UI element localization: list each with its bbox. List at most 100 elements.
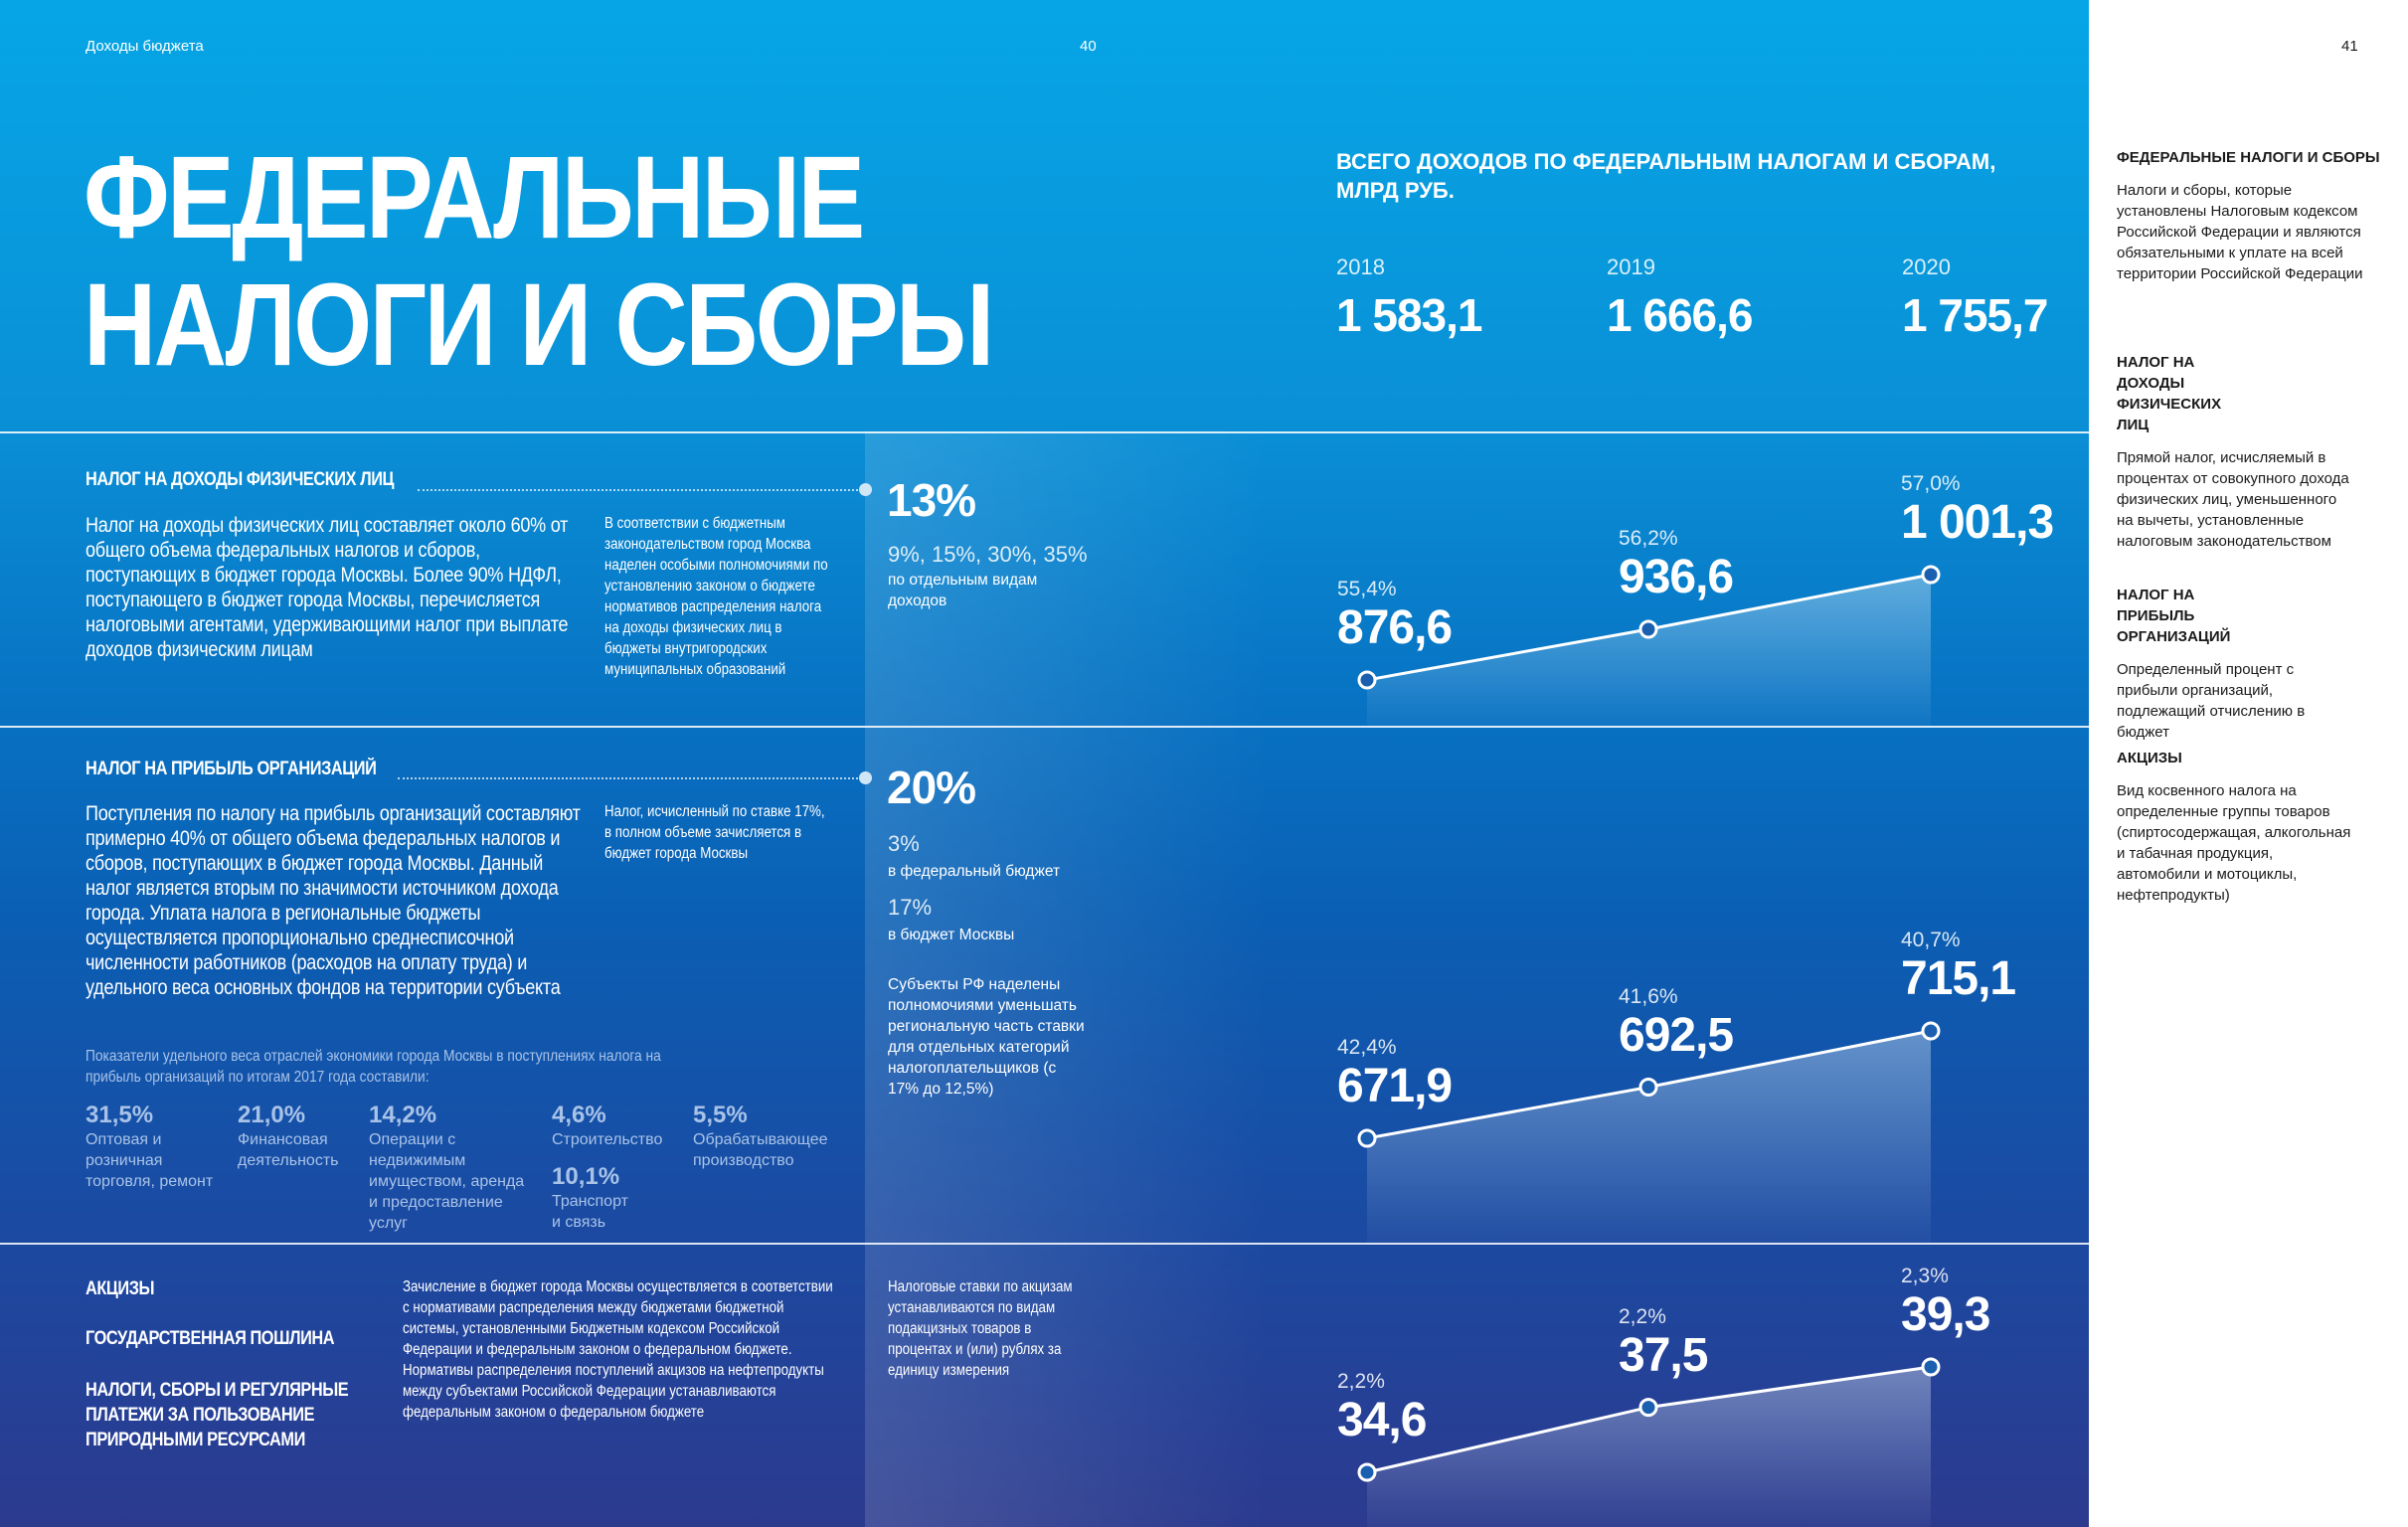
chart-area [1367,575,1931,726]
value-label: 1 001,3 [1901,496,2054,549]
year: 2018 [1336,254,1385,279]
stat-label: Транспорт и связь [552,1193,628,1231]
stat-item: 14,2% Операции с недвижимым имуществом, а… [369,1102,528,1234]
title-line-1: ФЕДЕРАЛЬНЫЕ [84,132,865,263]
profit-heading: НАЛОГ НА ПРИБЫЛЬ ОРГАНИЗАЦИЙ [86,759,377,779]
value-label: 34,6 [1337,1394,1427,1446]
total-2018: 2018 1 583,1 [1336,254,1482,342]
leader-dots [398,777,862,779]
section-header: Доходы бюджета [86,38,204,55]
chart-point [1357,670,1377,690]
share-label: 41,6% [1619,984,1678,1008]
divider [0,726,2089,728]
total-2019: 2019 1 666,6 [1607,254,1753,342]
chart-area [1367,1031,1931,1243]
value-label: 936,6 [1619,550,1734,603]
left-page: Доходы бюджета 40 ФЕДЕРАЛЬНЫЕ НАЛОГИ И С… [0,0,2089,1527]
profit-rate-note: Субъекты РФ наделены полномочиями уменьш… [888,976,1085,1098]
glossary-term: НАЛОГ НА ДОХОДЫ ФИЗИЧЕСКИХ ЛИЦ [2117,354,2222,433]
value-label: 692,5 [1619,1008,1734,1062]
stat-value: 10,1% [552,1163,620,1190]
stat-value: 14,2% [369,1102,437,1128]
value-label: 37,5 [1619,1328,1708,1382]
page-number-right: 41 [2341,38,2358,55]
chart-point [1921,1357,1941,1377]
highlight-column [865,431,1342,1527]
glossary-def: Вид косвенного налога на определенные гр… [2117,782,2351,904]
glossary-item: ФЕДЕРАЛЬНЫЕ НАЛОГИ И СБОРЫ Налоги и сборы… [2117,147,2385,284]
share-label: 57,0% [1901,472,1961,495]
profit-fed-label: в федеральный бюджет [888,863,1061,880]
stat-label: Обрабатывающее производство [693,1131,828,1169]
stat-value: 21,0% [238,1102,306,1128]
chart-point [1638,1078,1658,1097]
stat-value: 31,5% [86,1102,154,1128]
stat-item: 31,5% Оптовая и розничная торговля, ремон… [86,1102,215,1192]
chart-point [1921,1021,1941,1041]
divider [0,431,2089,433]
share-label: 55,4% [1337,578,1397,600]
ndfl-note: В соответствии с бюджетным законодательс… [604,515,828,678]
chart-point [1357,1462,1377,1482]
page-title: ФЕДЕРАЛЬНЫЕ НАЛОГИ И СБОРЫ [84,132,994,391]
chart-point [1357,1128,1377,1148]
stat-value: 5,5% [693,1102,748,1128]
glossary-item: НАЛОГ НА ПРИБЫЛЬ ОРГАНИЗАЦИЙ Определенный… [2117,585,2355,743]
total-value: 1 755,7 [1902,289,2048,341]
totals-heading-line: МЛРД РУБ. [1336,178,1455,203]
glossary-item: НАЛОГ НА ДОХОДЫ ФИЗИЧЕСКИХ ЛИЦ Прямой нал… [2117,352,2355,552]
divider [0,1243,2089,1245]
stat-item: 5,5% Обрабатывающее производство [693,1102,842,1171]
value-label: 671,9 [1337,1060,1453,1112]
stat-label: Финансовая деятельность [238,1131,339,1169]
glossary-def: Налоги и сборы, которые установлены Нало… [2117,182,2363,282]
title-line-2: НАЛОГИ И СБОРЫ [84,259,994,391]
stat-label: Строительство [552,1131,663,1148]
year: 2019 [1607,254,1655,279]
ndfl-other-rates: 9%, 15%, 30%, 35% [888,542,1088,567]
leader-dot [859,483,872,496]
share-label: 56,2% [1619,526,1678,550]
share-label: 2,2% [1619,1304,1666,1328]
profit-note: Налог, исчисленный по ставке 17%, в полн… [604,803,825,862]
chart-point [1921,565,1941,585]
value-label: 715,1 [1901,952,2016,1005]
right-page: 41 ФЕДЕРАЛЬНЫЕ НАЛОГИ И СБОРЫ Налоги и сб… [2089,0,2408,1527]
stat-item: 4,6% Строительство [552,1102,681,1150]
share-label: 42,4% [1337,1036,1397,1059]
glossary-item: АКЦИЗЫ Вид косвенного налога на определен… [2117,748,2355,906]
other-item-duty: ГОСУДАРСТВЕННАЯ ПОШЛИНА [86,1328,335,1349]
stat-label: Операции с недвижимым имуществом, аренда… [369,1131,525,1232]
value-label: 39,3 [1901,1288,1990,1341]
glossary-term: НАЛОГ НА ПРИБЫЛЬ ОРГАНИЗАЦИЙ [2117,587,2231,645]
other-body: Зачисление в бюджет города Москвы осущес… [403,1278,833,1421]
leader-dots [418,489,862,491]
glossary-term: АКЦИЗЫ [2117,750,2182,766]
page-number-left: 40 [1080,38,1097,55]
value-label: 876,6 [1337,601,1453,654]
leader-dot [859,771,872,784]
line-charts [1357,565,1941,1527]
ndfl-rate: 13% [887,474,976,526]
chart-point [1638,1398,1658,1418]
share-label: 2,3% [1901,1265,1949,1287]
profit-fed-rate: 3% [888,831,920,856]
ndfl-other-rates-label: по отдельным видам доходов [888,572,1038,609]
year: 2020 [1902,254,1951,279]
glossary-term: ФЕДЕРАЛЬНЫЕ НАЛОГИ И СБОРЫ [2117,149,2380,166]
total-value: 1 666,6 [1607,289,1753,341]
ndfl-body: Налог на доходы физических лиц составляе… [86,514,569,661]
other-note: Налоговые ставки по акцизам устанавливаю… [888,1278,1073,1379]
ndfl-heading: НАЛОГ НА ДОХОДЫ ФИЗИЧЕСКИХ ЛИЦ [86,469,395,490]
profit-msk-rate: 17% [888,895,933,920]
stat-value: 4,6% [552,1102,606,1128]
share-label: 40,7% [1901,929,1961,951]
stats-intro: Показатели удельного веса отраслей эконо… [86,1048,661,1086]
glossary-def: Прямой налог, исчисляемый в процентах от… [2117,449,2349,550]
glossary-def: Определенный процент с прибыли организац… [2117,661,2306,741]
other-item-resources: НАЛОГИ, СБОРЫ И РЕГУЛЯРНЫЕ ПЛАТЕЖИ ЗА ПО… [86,1380,349,1450]
total-value: 1 583,1 [1336,289,1482,341]
totals-heading: ВСЕГО ДОХОДОВ ПО ФЕДЕРАЛЬНЫМ НАЛОГАМ И С… [1336,147,1995,205]
profit-body: Поступления по налогу на прибыль организ… [86,802,581,999]
other-item-excise: АКЦИЗЫ [86,1278,155,1299]
